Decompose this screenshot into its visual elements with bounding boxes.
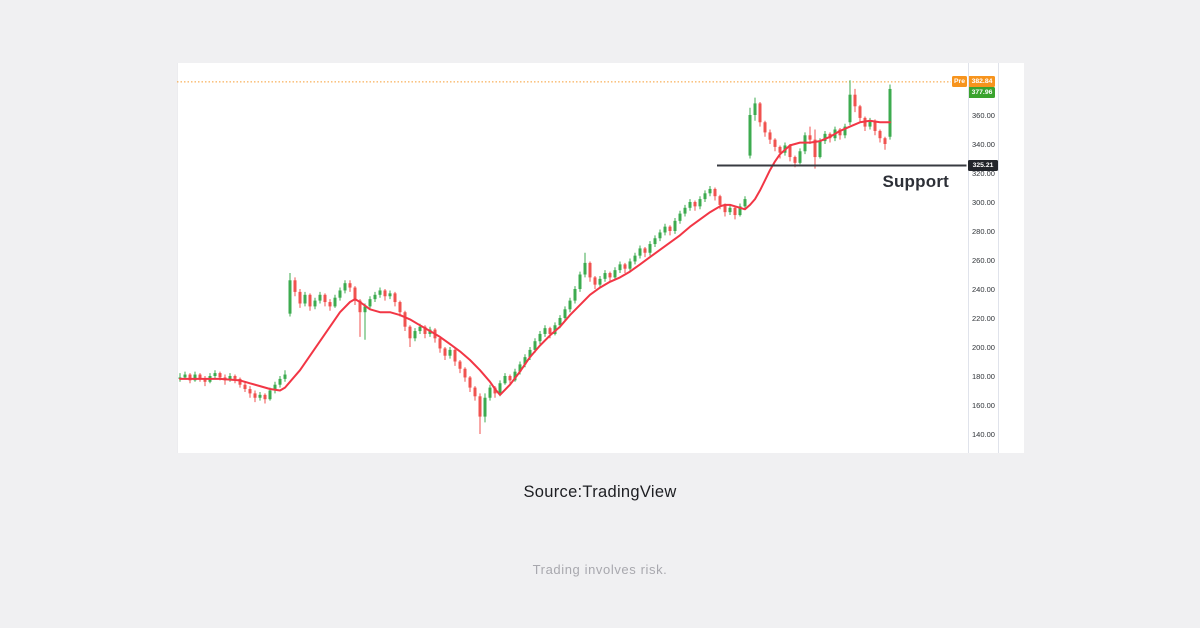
y-axis-tick-label: 200.00 xyxy=(972,342,995,352)
source-attribution: Source:TradingView xyxy=(523,483,677,501)
y-axis-tick-label: 240.00 xyxy=(972,284,995,294)
y-axis-tick-label: 260.00 xyxy=(972,255,995,265)
y-axis-tick-label: 360.00 xyxy=(972,110,995,120)
y-axis-tick-label: 220.00 xyxy=(972,313,995,323)
last-price-badge: 377.96 xyxy=(969,87,995,99)
risk-disclaimer: Trading involves risk. xyxy=(532,562,668,577)
y-axis-tick-label: 180.00 xyxy=(972,371,995,381)
y-axis-tick-label: 280.00 xyxy=(972,226,995,236)
y-axis-tick-label: 340.00 xyxy=(972,139,995,149)
y-axis-tick-label: 320.00 xyxy=(972,168,995,178)
support-annotation: Support xyxy=(882,172,949,192)
y-axis-tick-label: 300.00 xyxy=(972,197,995,207)
premarket-price-badge: 382.84 xyxy=(969,76,995,88)
premarket-chip: Pre xyxy=(952,76,967,88)
y-axis-tick-label: 140.00 xyxy=(972,429,995,439)
chart-panel xyxy=(177,63,1024,453)
y-axis-tick-label: 160.00 xyxy=(972,400,995,410)
support-price-badge: 325.21 xyxy=(968,159,998,171)
